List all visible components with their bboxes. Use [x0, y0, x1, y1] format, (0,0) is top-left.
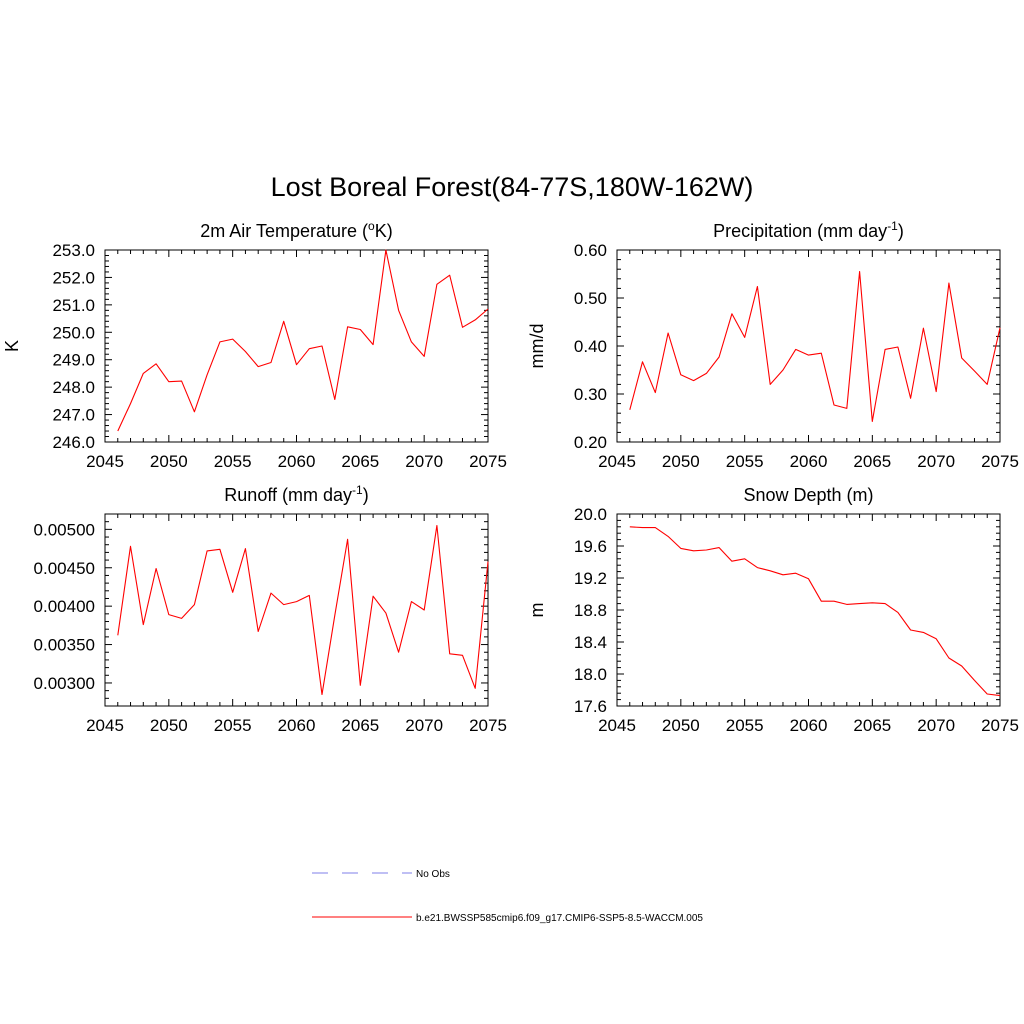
y-tick-label: 252.0 [52, 268, 95, 287]
x-tick-label: 2070 [405, 716, 443, 735]
figure-title: Lost Boreal Forest(84-77S,180W-162W) [271, 172, 754, 202]
x-tick-label: 2045 [598, 452, 636, 471]
panel-title: Snow Depth (m) [743, 485, 873, 505]
y-tick-label: 18.8 [574, 601, 607, 620]
chart-snow-depth: 2045 2050 2055 2060 2065 2070 2075 17.6 18.0 18.4… [527, 485, 1019, 735]
x-tick-label: 2065 [853, 716, 891, 735]
x-tick-label: 2070 [405, 452, 443, 471]
series-line [629, 271, 1001, 422]
y-tick-label: 0.60 [574, 241, 607, 260]
panel-title: Precipitation (mm day-1) [713, 219, 904, 241]
x-tick-label: 2060 [278, 716, 316, 735]
y-tick-label: 0.50 [574, 289, 607, 308]
x-tick-label: 2055 [214, 452, 252, 471]
x-tick-label: 2065 [341, 452, 379, 471]
x-tick-label: 2065 [341, 716, 379, 735]
x-tick-label: 2060 [790, 716, 828, 735]
legend-label-no-obs: No Obs [416, 869, 450, 880]
series-line [629, 526, 1001, 697]
chart-precipitation: 2045 2050 2055 2060 2065 2070 2075 0.20 0.30 0.40… [527, 219, 1019, 471]
y-tick-label: 19.2 [574, 569, 607, 588]
y-tick-label: 0.40 [574, 337, 607, 356]
x-tick-label: 2045 [86, 452, 124, 471]
y-tick-label: 248.0 [52, 378, 95, 397]
panel-title: Runoff (mm day-1) [224, 483, 368, 505]
plot-frame [616, 249, 1001, 443]
x-tick-label: 2075 [981, 452, 1019, 471]
plot-frame [104, 249, 489, 443]
y-tick-label: 20.0 [574, 505, 607, 524]
y-tick-label: 250.0 [52, 323, 95, 342]
x-tick-label: 2055 [726, 452, 764, 471]
y-tick-label: 0.20 [574, 433, 607, 452]
y-tick-label: 0.00350 [34, 636, 95, 655]
x-tick-label: 2055 [214, 716, 252, 735]
series-line [117, 249, 489, 432]
x-tick-label: 2055 [726, 716, 764, 735]
y-axis-label: K [2, 340, 22, 352]
y-tick-label: 246.0 [52, 433, 95, 452]
y-tick-label: 18.4 [574, 633, 607, 652]
y-tick-label: 17.6 [574, 697, 607, 716]
x-tick-label: 2065 [853, 452, 891, 471]
x-tick-label: 2045 [86, 716, 124, 735]
x-tick-label: 2050 [662, 716, 700, 735]
plot-frame [104, 513, 489, 707]
y-tick-label: 19.6 [574, 537, 607, 556]
x-tick-label: 2045 [598, 716, 636, 735]
x-tick-label: 2050 [150, 716, 188, 735]
y-tick-label: 0.00450 [34, 559, 95, 578]
x-tick-label: 2075 [469, 716, 507, 735]
y-axis-label: mm/d [527, 324, 547, 369]
y-tick-label: 0.00400 [34, 597, 95, 616]
series-line [117, 524, 489, 696]
y-tick-label: 249.0 [52, 351, 95, 370]
y-tick-label: 251.0 [52, 296, 95, 315]
y-tick-label: 0.30 [574, 385, 607, 404]
y-axis-label: m [527, 603, 547, 618]
y-tick-label: 253.0 [52, 241, 95, 260]
x-tick-label: 2060 [278, 452, 316, 471]
x-tick-label: 2050 [150, 452, 188, 471]
x-tick-label: 2070 [917, 452, 955, 471]
chart-temperature: 2045 2050 2055 2060 2065 2070 2075 246.0 247.0 24… [2, 219, 507, 471]
x-tick-label: 2050 [662, 452, 700, 471]
y-tick-label: 0.00500 [34, 520, 95, 539]
legend-label-model: b.e21.BWSSP585cmip6.f09_g17.CMIP6-SSP5-8… [416, 913, 703, 924]
panel-title: 2m Air Temperature (oK) [200, 219, 392, 241]
x-tick-label: 2060 [790, 452, 828, 471]
x-tick-label: 2075 [981, 716, 1019, 735]
y-tick-label: 18.0 [574, 665, 607, 684]
y-tick-label: 247.0 [52, 406, 95, 425]
chart-runoff: 2045 2050 2055 2060 2065 2070 2075 0.00300 0.003… [34, 483, 507, 735]
x-tick-label: 2075 [469, 452, 507, 471]
chart-panels: 2045 2050 2055 2060 2065 2070 2075 246.0 247.0 24… [2, 219, 1019, 735]
x-tick-label: 2070 [917, 716, 955, 735]
y-tick-label: 0.00300 [34, 674, 95, 693]
legend: No Obs b.e21.BWSSP585cmip6.f09_g17.CMIP6… [312, 869, 703, 924]
